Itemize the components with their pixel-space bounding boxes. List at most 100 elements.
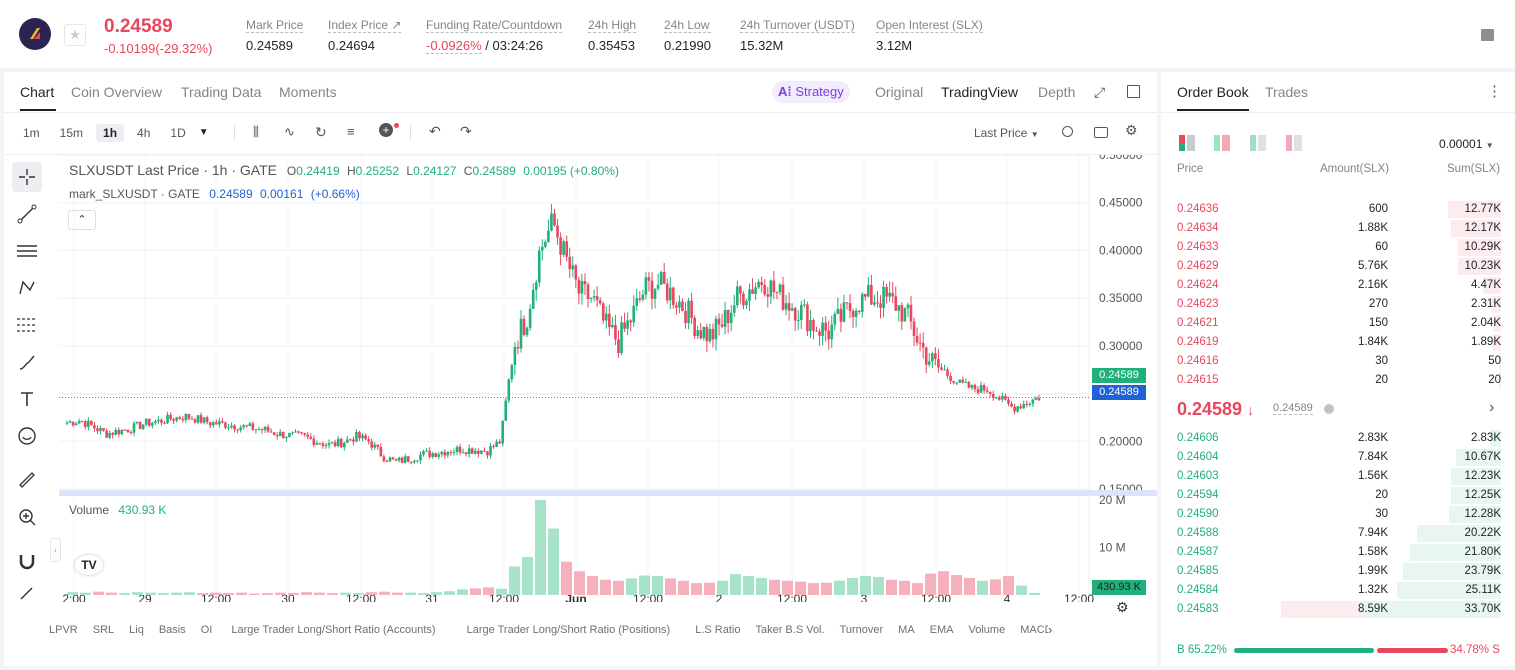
view-asks-icon[interactable] [1286, 135, 1302, 151]
view-both-icon[interactable] [1179, 135, 1195, 151]
ask-row[interactable]: 0.24633 60 10.29K [1161, 238, 1501, 257]
stat-index-price[interactable]: Index Price ↗ 0.24694 [328, 18, 402, 53]
ask-row[interactable]: 0.24615 20 20 [1161, 371, 1501, 390]
ask-row[interactable]: 0.24634 1.88K 12.17K [1161, 219, 1501, 238]
redo-icon[interactable]: ↷ [460, 123, 472, 139]
compare-icon[interactable]: ↻ [315, 124, 327, 140]
legend-collapse-button[interactable]: ⌃ [68, 210, 96, 230]
ask-row[interactable]: 0.24616 30 50 [1161, 352, 1501, 371]
indicator-ls-accounts[interactable]: Large Trader Long/Short Ratio (Accounts) [231, 624, 436, 636]
window-icon[interactable] [1127, 85, 1140, 98]
depth-bar [1499, 372, 1501, 389]
add-indicator-icon[interactable]: + [379, 123, 393, 137]
bid-row[interactable]: 0.24583 8.59K 33.70K [1161, 600, 1501, 619]
expand-icon[interactable]: ⤢ [1094, 84, 1106, 100]
candle-body [946, 369, 949, 376]
tab-order-book[interactable]: Order Book [1177, 84, 1249, 100]
view-tradingview[interactable]: TradingView [941, 84, 1019, 100]
undo-icon[interactable]: ↶ [429, 123, 441, 139]
favorite-star-icon[interactable]: ★ [64, 24, 86, 46]
timeframe-15m[interactable]: 15m [59, 126, 84, 140]
text-tool[interactable] [12, 384, 42, 414]
pencil-lock-tool[interactable] [12, 578, 42, 608]
candle-body [218, 421, 221, 425]
fib-tool[interactable] [12, 310, 42, 340]
zoom-in-tool[interactable] [12, 502, 42, 532]
volume-bar [639, 575, 650, 595]
timeframe-4h[interactable]: 4h [137, 126, 151, 140]
horizontal-lines-tool[interactable] [12, 236, 42, 266]
toolbar-divider [234, 125, 235, 141]
candle-body [617, 339, 620, 354]
view-original[interactable]: Original [875, 84, 924, 100]
crosshair-tool[interactable] [12, 162, 42, 192]
bid-row[interactable]: 0.24604 7.84K 10.67K [1161, 448, 1501, 467]
pattern-tool[interactable] [12, 273, 42, 303]
view-bids-icon[interactable] [1250, 135, 1266, 151]
ruler-tool[interactable] [12, 465, 42, 495]
timeframe-1m[interactable]: 1m [23, 126, 40, 140]
ask-row[interactable]: 0.24623 270 2.31K [1161, 295, 1501, 314]
trend-line-tool[interactable] [12, 199, 42, 229]
volume-bar [457, 589, 468, 595]
indicator-turnover[interactable]: Turnover [839, 624, 884, 636]
bid-row[interactable]: 0.24594 20 12.25K [1161, 486, 1501, 505]
search-icon[interactable] [1062, 126, 1073, 137]
timeframe-1d[interactable]: 1D [170, 126, 186, 140]
timeframe-1h[interactable]: 1h [96, 124, 125, 142]
bid-row[interactable]: 0.24603 1.56K 12.23K [1161, 467, 1501, 486]
tab-trading-data[interactable]: Trading Data [181, 84, 262, 100]
magnet-tool[interactable] [12, 546, 42, 576]
tab-moments[interactable]: Moments [279, 84, 337, 100]
indicator-taker-vol[interactable]: Taker B.S Vol. [755, 624, 825, 636]
more-options-icon[interactable]: ⋮ [1487, 83, 1502, 100]
book-icon[interactable] [1481, 29, 1494, 41]
tab-coin-overview[interactable]: Coin Overview [71, 84, 163, 100]
indicator-ls-positions[interactable]: Large Trader Long/Short Ratio (Positions… [466, 624, 671, 636]
axis-settings-icon[interactable]: ⚙ [1116, 599, 1129, 615]
view-depth[interactable]: Depth [1038, 84, 1076, 100]
ask-row[interactable]: 0.24621 150 2.04K [1161, 314, 1501, 333]
bid-row[interactable]: 0.24590 30 12.28K [1161, 505, 1501, 524]
volume-bar [925, 573, 936, 595]
indicators-icon[interactable]: ∿ [284, 124, 295, 139]
bid-row[interactable]: 0.24588 7.94K 20.22K [1161, 524, 1501, 543]
tab-chart[interactable]: Chart [20, 84, 55, 100]
indicator-ema[interactable]: EMA [929, 624, 954, 636]
ask-row[interactable]: 0.24619 1.84K 1.89K [1161, 333, 1501, 352]
indicator-scroll-right-icon[interactable]: › [1048, 622, 1053, 637]
timeframe-dropdown-icon[interactable]: ▼ [198, 127, 209, 138]
indicator-ls-ratio[interactable]: L.S Ratio [695, 624, 741, 636]
bid-row[interactable]: 0.24585 1.99K 23.79K [1161, 562, 1501, 581]
view-bids-asks-icon[interactable] [1214, 135, 1230, 151]
x-tick-label: 31 [425, 592, 439, 602]
bid-row[interactable]: 0.24606 2.83K 2.83K [1161, 429, 1501, 448]
candle-type-icon[interactable]: ⫼ [253, 124, 259, 139]
indicator-macd[interactable]: MACD [1020, 624, 1048, 636]
ask-row[interactable]: 0.24636 600 12.77K [1161, 200, 1501, 219]
bid-row[interactable]: 0.24587 1.58K 21.80K [1161, 543, 1501, 562]
indicator-volume[interactable]: Volume [968, 624, 1006, 636]
emoji-tool[interactable] [12, 421, 42, 451]
strategy-button[interactable]: A⁞ Strategy [772, 81, 850, 103]
indicator-liq[interactable]: Liq [129, 624, 144, 636]
templates-icon[interactable]: ≡ [347, 124, 355, 139]
precision-select[interactable]: 0.00001 ▼ [1439, 137, 1494, 151]
price-source-select[interactable]: Last Price ▼ [974, 126, 1039, 140]
ask-row[interactable]: 0.24624 2.16K 4.47K [1161, 276, 1501, 295]
tab-trades[interactable]: Trades [1265, 84, 1309, 100]
camera-icon[interactable] [1094, 127, 1108, 138]
bid-row[interactable]: 0.24584 1.32K 25.11K [1161, 581, 1501, 600]
chevron-right-icon[interactable]: › [1489, 399, 1495, 416]
collapse-toolbar-icon[interactable]: ‹ [50, 538, 61, 562]
brush-tool[interactable] [12, 347, 42, 377]
ask-row[interactable]: 0.24629 5.76K 10.23K [1161, 257, 1501, 276]
indicator-basis[interactable]: Basis [158, 624, 186, 636]
indicator-lpvr[interactable]: LPVR [49, 624, 78, 636]
gear-icon[interactable]: ⚙ [1125, 122, 1138, 138]
indicator-oi[interactable]: OI [200, 624, 213, 636]
candlestick-chart[interactable]: 0.500000.450000.400000.350000.300000.250… [59, 155, 1157, 602]
indicator-ma[interactable]: MA [898, 624, 915, 636]
candle-body [647, 277, 651, 281]
indicator-srl[interactable]: SRL [92, 624, 115, 636]
